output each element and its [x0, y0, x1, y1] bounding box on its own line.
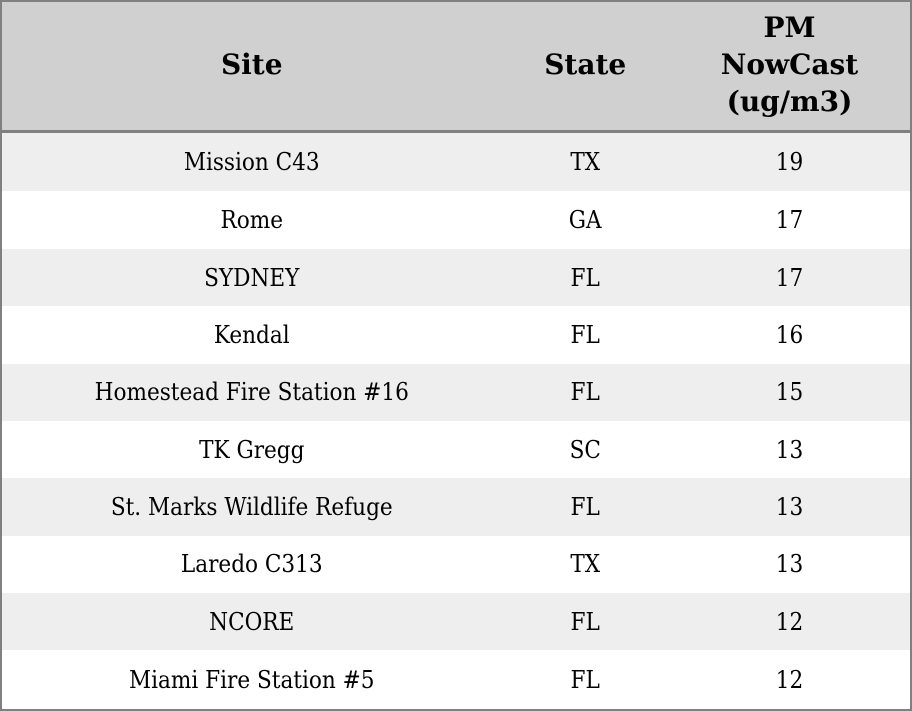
pm-nowcast-cell: 12 [775, 607, 804, 636]
pm-nowcast-cell: 17 [775, 206, 804, 235]
table-row: Homestead Fire Station #16 FL 15 [1, 363, 911, 421]
table-row: NCORE FL 12 [1, 593, 911, 651]
state-cell: FL [570, 378, 600, 407]
column-header-site-label: Site [220, 48, 283, 82]
column-header-pm-line-1: PM [763, 11, 816, 45]
site-cell: Rome [220, 206, 284, 235]
table-row: St. Marks Wildlife Refuge FL 13 [1, 478, 911, 536]
state-cell: FL [570, 607, 600, 636]
site-cell: Miami Fire Station #5 [129, 665, 375, 694]
site-cell: SYDNEY [204, 263, 300, 292]
column-header-pm-nowcast: PM NowCast (ug/m3) [668, 1, 911, 133]
site-cell: TK Gregg [199, 435, 305, 464]
site-cell: Kendal [213, 320, 290, 349]
column-header-state: State [501, 1, 669, 133]
table-row: SYDNEY FL 17 [1, 248, 911, 307]
table-row: Kendal FL 16 [1, 306, 911, 364]
table-row: Mission C43 TX 19 [1, 131, 911, 192]
column-header-site: Site [1, 1, 502, 133]
pm-nowcast-cell: 19 [775, 147, 804, 176]
table-header: Site State PM NowCast (ug/m3) [1, 1, 911, 133]
state-cell: GA [568, 206, 602, 235]
table-row: Miami Fire Station #5 FL 12 [1, 650, 911, 710]
state-cell: FL [570, 320, 600, 349]
table-body: Mission C43 TX 19 Rome GA 17 SYDNEY FL 1… [1, 131, 911, 710]
state-cell: FL [570, 263, 600, 292]
site-cell: Homestead Fire Station #16 [94, 378, 409, 407]
column-header-pm-line-2: NowCast [720, 48, 859, 82]
site-cell: Laredo C313 [180, 550, 323, 579]
state-cell: FL [570, 493, 600, 522]
column-header-state-label: State [544, 48, 627, 82]
state-cell: TX [570, 550, 601, 579]
state-cell: SC [569, 435, 601, 464]
table-row: Rome GA 17 [1, 191, 911, 249]
pm-nowcast-cell: 13 [775, 550, 804, 579]
header-row: Site State PM NowCast (ug/m3) [1, 1, 911, 133]
site-cell: NCORE [209, 607, 295, 636]
pm-nowcast-cell: 15 [775, 378, 804, 407]
site-cell: St. Marks Wildlife Refuge [110, 493, 393, 522]
state-cell: TX [570, 147, 601, 176]
pm-nowcast-cell: 17 [775, 263, 804, 292]
site-cell: Mission C43 [183, 147, 320, 176]
pm-nowcast-cell: 12 [775, 665, 804, 694]
pm-nowcast-cell: 16 [775, 320, 804, 349]
column-header-pm-line-3: (ug/m3) [726, 85, 853, 119]
pm-nowcast-cell: 13 [775, 493, 804, 522]
pm-nowcast-cell: 13 [775, 435, 804, 464]
table-row: Laredo C313 TX 13 [1, 535, 911, 594]
table-row: TK Gregg SC 13 [1, 420, 911, 479]
state-cell: FL [570, 665, 600, 694]
